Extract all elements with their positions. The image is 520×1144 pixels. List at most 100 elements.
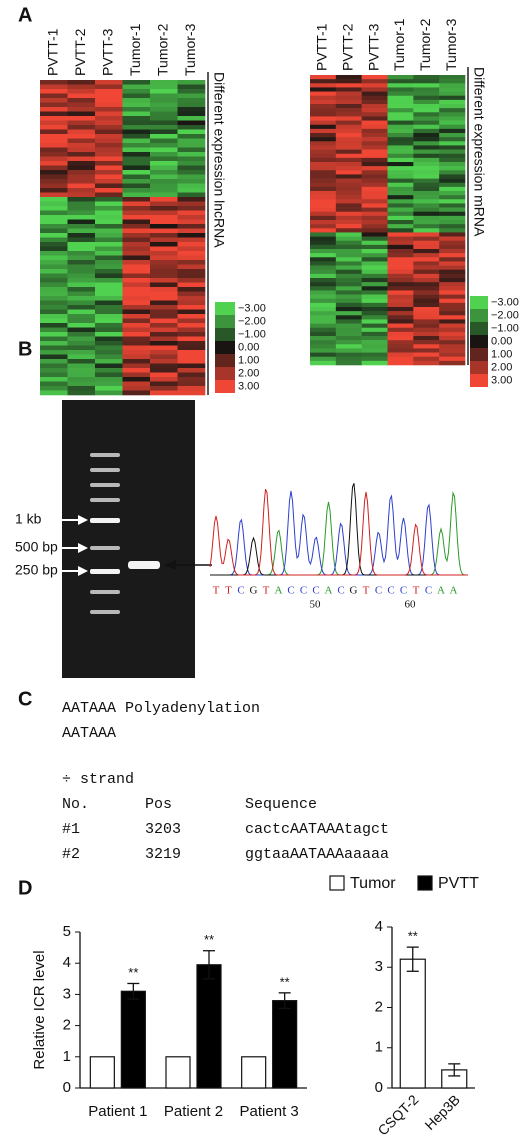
x-tick-label: Patient 1: [88, 1103, 147, 1120]
heatmap-cell: [40, 98, 68, 103]
heatmap-cell: [361, 261, 388, 266]
heatmap-cell: [439, 311, 466, 316]
heatmap-cell: [67, 336, 96, 342]
heatmap-cell: [122, 224, 151, 229]
heatmap-cell: [439, 145, 466, 150]
marker-label: 500 bp: [15, 539, 58, 555]
heatmap-cell: [67, 215, 96, 220]
heatmap-cell: [361, 91, 388, 97]
heatmap-cell: [413, 319, 440, 324]
heatmap-cell: [361, 112, 388, 117]
heatmap-cell: [413, 273, 440, 279]
heatmap-cell: [310, 311, 337, 316]
heatmap-cell: [150, 179, 178, 184]
heatmap-cell: [67, 143, 96, 148]
heatmap-cell: [122, 291, 151, 297]
heatmap-cell: [387, 302, 414, 308]
column-label: Tumor-2: [417, 18, 433, 71]
heatmap-cell: [413, 340, 440, 345]
gel-image: [62, 400, 195, 678]
heatmap-cell: [122, 89, 151, 94]
bar: [165, 1056, 191, 1089]
heatmap-cell: [67, 93, 96, 99]
heatmap-cell: [439, 249, 466, 254]
heatmap-cell: [177, 269, 206, 274]
heatmap-label: Different expression lncRNA: [211, 72, 227, 248]
heatmap-cell: [361, 236, 388, 242]
heatmap-cell: [310, 191, 337, 196]
heatmap-cell: [67, 260, 96, 265]
heatmap-cell: [95, 129, 123, 135]
heatmap-cell: [310, 228, 337, 233]
heatmap-cell: [67, 152, 96, 157]
heatmap-cell: [40, 278, 68, 283]
heatmap-cell: [387, 83, 414, 88]
heatmap-cell: [177, 84, 206, 90]
heatmap-cell: [439, 95, 466, 101]
heatmap-cell: [95, 201, 123, 207]
heatmap-cell: [310, 257, 337, 262]
heatmap-cell: [40, 327, 68, 333]
heatmap-cell: [335, 327, 362, 333]
heatmap-cell: [150, 327, 178, 333]
heatmap-cell: [361, 83, 388, 88]
heatmap-cell: [67, 377, 96, 382]
heatmap-cell: [67, 134, 96, 139]
heatmap-cell: [150, 237, 178, 243]
scale-swatch: [215, 367, 235, 380]
heatmap-cell: [40, 300, 68, 306]
heatmap-cell: [335, 336, 362, 341]
heatmap-cell: [439, 199, 466, 204]
heatmap-cell: [40, 210, 68, 216]
base-letter: C: [387, 585, 394, 597]
heatmap-cell: [335, 99, 362, 105]
column-label: Tumor-1: [391, 18, 407, 71]
heatmap-cell: [67, 161, 96, 166]
heatmap-cell: [413, 95, 440, 101]
heatmap-cell: [310, 211, 337, 217]
heatmap-cell: [40, 260, 68, 265]
scale-label: 3.00: [491, 374, 512, 386]
table-cell: ggtaaAATAAAaaaaa: [245, 846, 389, 863]
heatmap-cell: [95, 215, 123, 220]
heatmap-cell: [335, 186, 362, 192]
heatmap-cell: [122, 278, 151, 283]
heatmap-cell: [150, 125, 178, 130]
heatmap-cell: [150, 300, 178, 306]
heatmap-cell: [67, 192, 96, 198]
heatmap-cell: [150, 255, 178, 261]
heatmap-cell: [177, 354, 206, 360]
base-letter: C: [337, 585, 344, 597]
heatmap-cell: [310, 327, 337, 333]
heatmap-cell: [95, 116, 123, 121]
heatmap-cell: [439, 336, 466, 341]
heatmap-cell: [95, 354, 123, 360]
heatmap-cell: [150, 116, 178, 121]
heatmap-cell: [122, 183, 151, 189]
scale-swatch: [470, 374, 488, 387]
heatmap-cell: [67, 359, 96, 364]
scale-swatch: [215, 380, 235, 393]
heatmap-cell: [310, 182, 337, 188]
heatmap-cell: [439, 124, 466, 130]
heatmap-cell: [439, 162, 466, 167]
heatmap-cell: [439, 352, 466, 358]
heatmap-cell: [150, 147, 178, 153]
heatmap-cell: [310, 315, 337, 320]
heatmap-cell: [177, 287, 206, 292]
y-axis-label: Relative ICR level: [31, 950, 48, 1069]
heatmap-cell: [413, 298, 440, 304]
heatmap-cell: [122, 287, 151, 292]
heatmap-cell: [40, 296, 68, 301]
heatmap-cell: [387, 162, 414, 167]
heatmap-cell: [361, 352, 388, 358]
heatmap-cell: [67, 188, 96, 193]
heatmap-cell: [361, 220, 388, 225]
significance: **: [128, 965, 138, 980]
heatmap-cell: [439, 286, 466, 291]
heatmap-cell: [150, 305, 178, 310]
heatmap-cell: [150, 102, 178, 108]
legend-label: PVTT: [438, 875, 479, 892]
heatmap-cell: [387, 294, 414, 300]
heatmap-cell: [122, 336, 151, 342]
